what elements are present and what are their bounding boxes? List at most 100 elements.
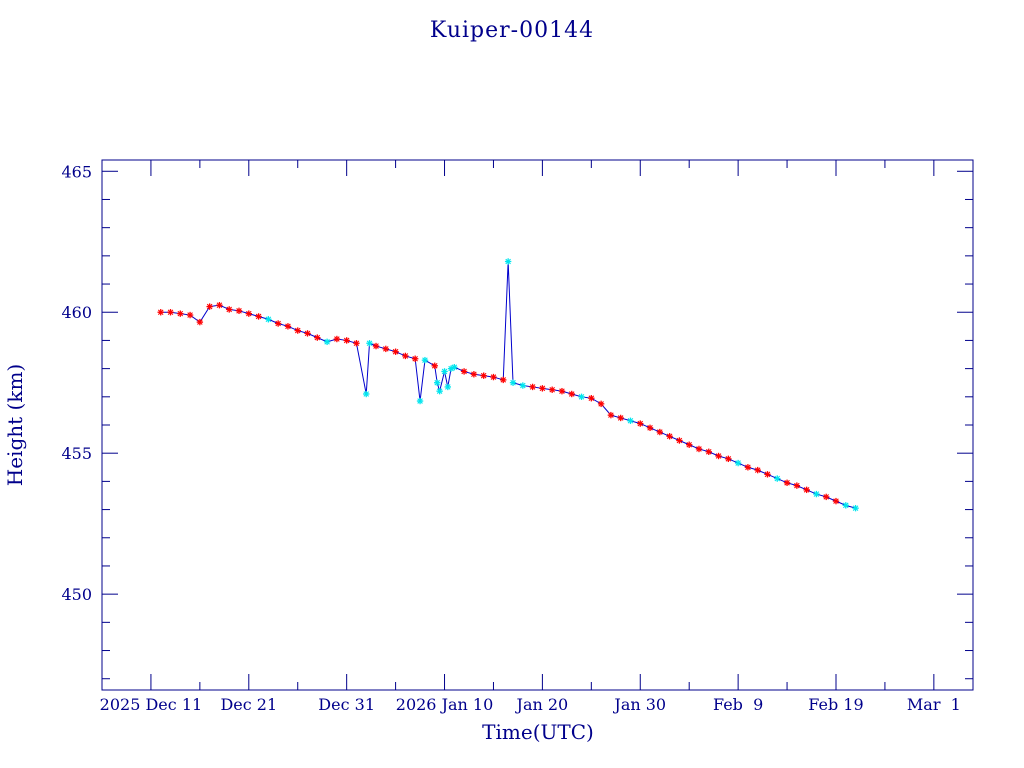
x-tick-label: 2025 Dec 11 bbox=[100, 695, 203, 714]
data-point bbox=[744, 464, 752, 471]
data-point bbox=[436, 387, 443, 395]
data-point bbox=[245, 310, 252, 317]
y-tick-label: 450 bbox=[61, 585, 92, 604]
data-point bbox=[235, 307, 243, 315]
data-point bbox=[206, 303, 213, 310]
x-tick-label: Jan 30 bbox=[612, 695, 666, 714]
data-point bbox=[823, 493, 830, 501]
data-point bbox=[705, 448, 712, 455]
data-point bbox=[366, 340, 373, 347]
data-point bbox=[568, 390, 575, 398]
data-point bbox=[186, 311, 194, 319]
data-point bbox=[529, 383, 536, 391]
data-point bbox=[607, 411, 615, 419]
data-point bbox=[416, 397, 424, 405]
data-point bbox=[274, 320, 282, 327]
x-tick-label: Feb 9 bbox=[713, 695, 763, 714]
data-point bbox=[265, 316, 272, 323]
series-line bbox=[160, 261, 856, 509]
data-point bbox=[167, 309, 174, 316]
data-point bbox=[451, 364, 458, 371]
data-point bbox=[294, 327, 301, 334]
data-point bbox=[431, 362, 438, 369]
data-point bbox=[304, 330, 311, 337]
data-point bbox=[343, 337, 350, 344]
x-tick-label: Mar 1 bbox=[907, 695, 961, 714]
data-point bbox=[734, 459, 742, 467]
data-point bbox=[666, 433, 673, 440]
data-point bbox=[500, 376, 507, 384]
data-point bbox=[637, 420, 644, 427]
data-point bbox=[255, 313, 262, 320]
data-point bbox=[333, 335, 341, 343]
y-tick-label: 465 bbox=[61, 162, 92, 181]
data-point bbox=[558, 387, 566, 395]
data-point bbox=[363, 390, 370, 398]
data-point bbox=[754, 466, 761, 474]
data-point bbox=[314, 334, 321, 341]
y-axis-label: Height (km) bbox=[3, 364, 27, 486]
data-point bbox=[519, 382, 527, 389]
x-tick-label: Jan 20 bbox=[515, 695, 569, 714]
data-point bbox=[764, 471, 771, 478]
data-point bbox=[392, 348, 399, 355]
data-point bbox=[813, 490, 820, 498]
data-point bbox=[323, 338, 331, 346]
data-point bbox=[803, 486, 810, 494]
data-point bbox=[226, 306, 233, 313]
data-point bbox=[646, 424, 654, 432]
data-point bbox=[725, 455, 732, 463]
data-point bbox=[685, 441, 693, 448]
y-tick-label: 455 bbox=[61, 444, 92, 463]
series-height bbox=[160, 261, 856, 509]
data-point bbox=[402, 352, 409, 360]
data-point bbox=[480, 372, 487, 379]
data-point bbox=[196, 318, 204, 326]
data-point bbox=[411, 355, 419, 362]
data-point bbox=[676, 437, 683, 444]
data-point bbox=[353, 340, 360, 347]
series-markers bbox=[157, 258, 859, 512]
data-point bbox=[504, 258, 512, 265]
data-point bbox=[421, 356, 429, 364]
data-point bbox=[490, 373, 497, 381]
data-point bbox=[548, 386, 556, 393]
x-axis-label: Time(UTC) bbox=[482, 720, 594, 744]
x-tick-label: Feb 19 bbox=[808, 695, 863, 714]
data-point bbox=[177, 310, 184, 317]
data-point bbox=[695, 445, 703, 453]
data-point bbox=[460, 368, 468, 375]
plot-frame bbox=[101, 159, 974, 691]
data-point bbox=[470, 371, 478, 378]
data-point bbox=[783, 479, 791, 486]
y-tick-label: 460 bbox=[61, 303, 92, 322]
x-tick-labels: 2025 Dec 11 Dec 21 Dec 31 2026 Jan 10 Jan 20… bbox=[100, 695, 961, 714]
data-point bbox=[588, 395, 595, 402]
data-point bbox=[715, 452, 722, 460]
data-point bbox=[617, 414, 624, 422]
axis-ticks bbox=[101, 160, 973, 690]
data-point bbox=[774, 475, 781, 482]
data-point bbox=[509, 379, 517, 386]
data-point bbox=[793, 482, 801, 489]
data-point bbox=[372, 342, 380, 350]
data-point bbox=[842, 502, 849, 509]
data-point bbox=[578, 393, 585, 401]
chart-title: Kuiper-00144 bbox=[430, 18, 594, 43]
data-point bbox=[656, 428, 664, 436]
data-point bbox=[852, 504, 859, 512]
x-tick-label: Dec 31 bbox=[318, 695, 375, 714]
data-point bbox=[539, 385, 546, 392]
x-tick-label: Dec 21 bbox=[220, 695, 277, 714]
data-point bbox=[441, 368, 448, 375]
data-point bbox=[382, 345, 390, 353]
x-tick-label: 2026 Jan 10 bbox=[396, 695, 494, 714]
data-point bbox=[832, 497, 840, 505]
data-point bbox=[433, 379, 441, 386]
data-point bbox=[157, 309, 164, 316]
data-point bbox=[284, 323, 292, 330]
data-point bbox=[627, 417, 634, 424]
data-point bbox=[444, 383, 451, 391]
y-tick-labels: 450 455 460 465 bbox=[61, 162, 92, 604]
